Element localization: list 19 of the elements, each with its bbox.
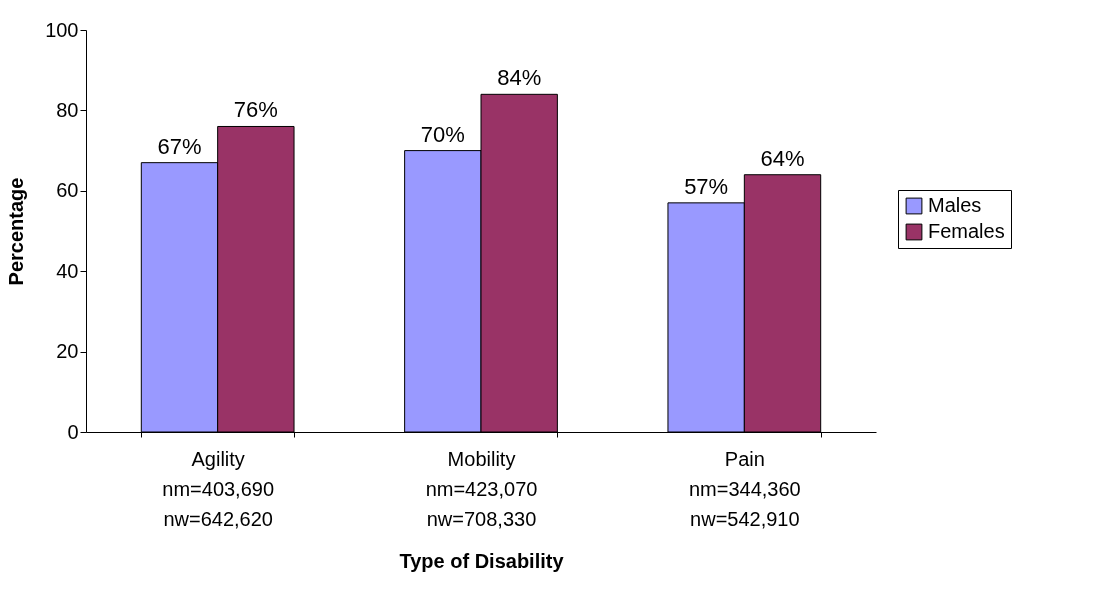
y-tick-label: 20 xyxy=(56,340,79,363)
y-tick-label: 40 xyxy=(56,259,79,282)
y-tick-label: 80 xyxy=(56,98,79,121)
y-tick-label: 60 xyxy=(56,179,79,202)
y-tick-label: 100 xyxy=(45,18,79,41)
legend-label: Males xyxy=(928,194,982,216)
data-label: 67% xyxy=(157,133,202,159)
data-label: 84% xyxy=(497,65,542,91)
data-label: 70% xyxy=(420,121,465,147)
legend-label: Females xyxy=(928,220,1005,242)
x-axis-title: Type of Disability xyxy=(399,549,565,572)
data-label: 76% xyxy=(233,97,278,123)
data-label: 57% xyxy=(684,173,729,199)
x-tick-label: Pain nm=344,360 nw=542,910 xyxy=(688,447,801,530)
x-tick-label: Agility nm=403,690 nw=642,620 xyxy=(162,447,275,530)
data-label: 64% xyxy=(760,145,805,171)
y-tick-label: 0 xyxy=(67,420,79,443)
x-tick-label: Mobility nm=423,070 nw=708,330 xyxy=(425,447,538,530)
y-axis-title: Percentage xyxy=(5,177,28,286)
